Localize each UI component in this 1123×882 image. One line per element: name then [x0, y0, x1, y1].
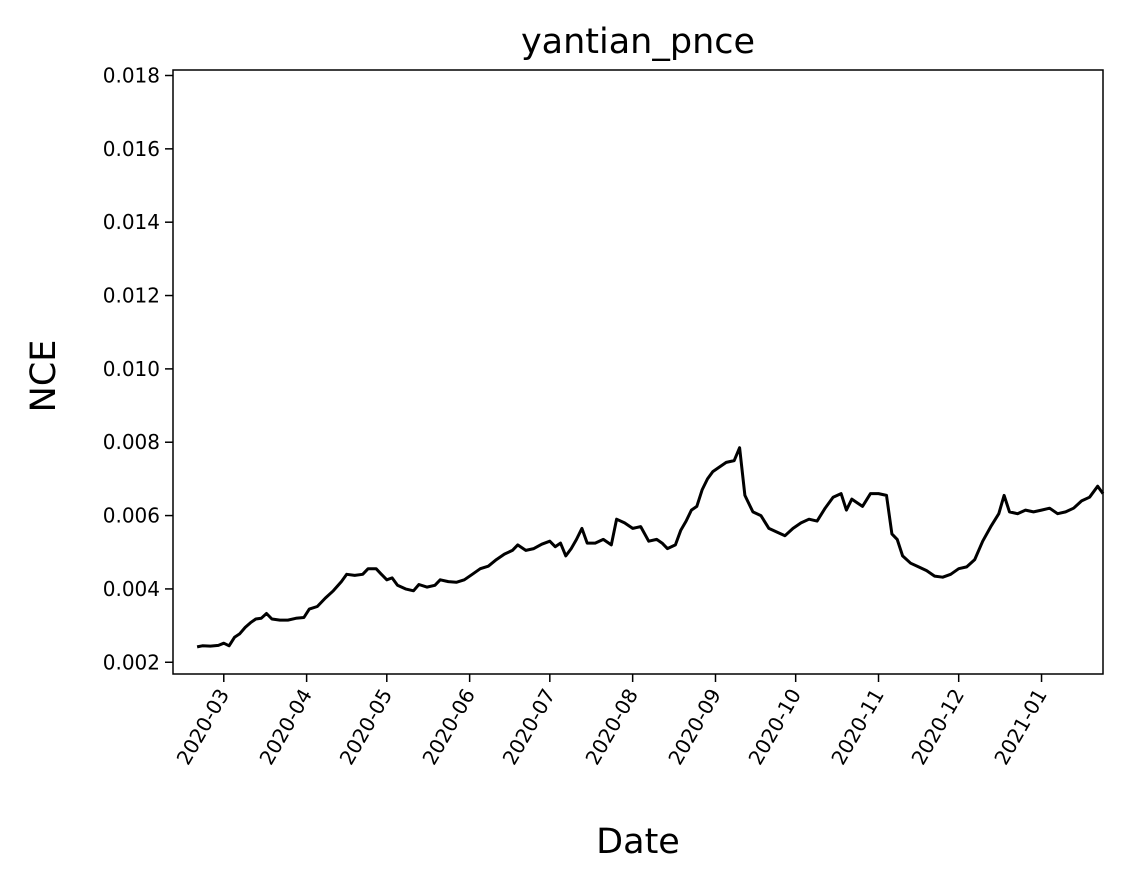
y-tick-label: 0.010 [103, 357, 160, 381]
y-axis-ticks: 0.002 0.004 0.006 0.008 0.010 0.012 0.014 0.016… [103, 64, 173, 674]
y-tick-label: 0.006 [103, 504, 160, 528]
y-tick-label: 0.014 [103, 210, 160, 234]
series-line [196, 446, 1105, 649]
x-axis-label: Date [596, 822, 680, 862]
y-tick-label: 0.004 [103, 577, 160, 601]
y-tick-label: 0.016 [103, 137, 160, 161]
chart-title: yantian_pnce [521, 22, 755, 62]
y-tick-label: 0.012 [103, 284, 160, 308]
y-tick-label: 0.002 [103, 650, 160, 674]
y-axis-label: NCE [24, 340, 64, 413]
plot-frame [172, 69, 1104, 675]
y-tick-label: 0.018 [103, 64, 160, 88]
y-tick-label: 0.008 [103, 430, 160, 454]
